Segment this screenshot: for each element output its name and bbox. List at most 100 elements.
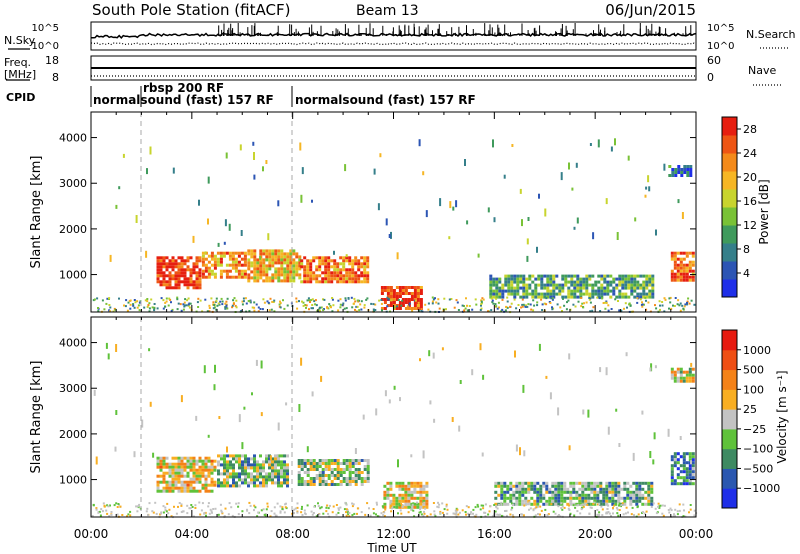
- vel-cell: [534, 507, 537, 510]
- vel-cell: [405, 504, 407, 507]
- power-cell: [682, 272, 686, 276]
- power-cell: [318, 262, 322, 266]
- power-cell: [395, 307, 399, 310]
- vel-cell: [262, 475, 265, 479]
- vel-cell: [330, 462, 334, 465]
- vel-cell: [494, 481, 498, 485]
- vel-cell: [345, 514, 348, 517]
- vel-cell: [321, 477, 325, 480]
- power-cell: [519, 188, 522, 194]
- power-cell: [501, 286, 505, 290]
- vel-cell: [518, 490, 522, 494]
- power-cell: [250, 255, 254, 259]
- power-cell: [528, 277, 532, 281]
- vel-cell: [605, 499, 609, 503]
- power-cell: [289, 270, 293, 274]
- vel-cell: [217, 481, 220, 485]
- vel-cell: [253, 484, 256, 488]
- vel-cell: [363, 468, 367, 471]
- vel-cell: [467, 506, 470, 509]
- vel-cell: [623, 502, 627, 506]
- power-cell: [213, 263, 217, 267]
- power-cell: [358, 309, 361, 312]
- vel-cell: [605, 502, 608, 505]
- vel-cell: [584, 493, 588, 497]
- power-cell: [634, 217, 637, 222]
- freq-panel: [90, 55, 697, 81]
- power-colorbar-frame: [721, 116, 738, 298]
- vel-cell: [676, 367, 680, 371]
- vel-cell: [522, 384, 525, 393]
- vel-cell: [610, 515, 612, 517]
- vel-cell: [210, 480, 214, 484]
- power-cell: [184, 304, 186, 307]
- power-cell: [574, 305, 577, 308]
- power-cell: [522, 274, 526, 278]
- vel-cell: [534, 514, 537, 517]
- power-cell: [404, 292, 408, 295]
- vel-cell: [458, 511, 461, 514]
- vel-cell: [688, 455, 692, 459]
- power-cell: [673, 278, 677, 282]
- power-cell: [504, 283, 508, 287]
- power-cell: [168, 274, 172, 278]
- power-cell: [541, 303, 544, 306]
- vel-cell: [647, 487, 651, 491]
- vel-cell: [297, 471, 301, 474]
- vel-cell: [279, 511, 282, 514]
- vel-cell: [331, 511, 334, 514]
- vel-cell: [180, 459, 184, 463]
- vel-cell: [395, 505, 399, 509]
- vel-cell: [496, 513, 499, 516]
- power-cell: [386, 295, 390, 298]
- power-cell: [268, 264, 272, 268]
- power-cell: [389, 295, 393, 298]
- velocity-colorbar-segment: [722, 488, 737, 509]
- vel-cell: [572, 481, 576, 485]
- power-cell: [330, 306, 332, 309]
- power-cell: [201, 257, 205, 261]
- vel-cell: [617, 487, 621, 491]
- vel-cell: [159, 465, 163, 469]
- power-cell: [686, 174, 690, 177]
- power-cell: [165, 256, 169, 260]
- power-cell: [186, 283, 190, 287]
- power-cell: [606, 292, 610, 296]
- vel-cell: [572, 487, 576, 491]
- vel-cell: [425, 499, 429, 503]
- power-cell: [618, 277, 622, 281]
- vel-cell: [226, 460, 229, 464]
- vel-cell: [688, 479, 692, 483]
- vel-cell: [357, 459, 361, 462]
- vel-cell: [207, 468, 211, 472]
- power-cell: [528, 283, 532, 287]
- power-cell: [480, 304, 482, 307]
- power-cell: [416, 295, 420, 298]
- vel-cell: [336, 462, 340, 465]
- power-cell: [522, 283, 526, 287]
- power-cell: [308, 308, 310, 311]
- vel-cell: [661, 512, 664, 515]
- vel-cell: [521, 499, 525, 503]
- power-cell: [180, 268, 184, 272]
- vel-cell: [620, 487, 624, 491]
- vel-cell: [559, 515, 562, 518]
- power-cell: [651, 274, 655, 278]
- power-cell: [685, 278, 689, 282]
- vel-cell: [626, 481, 630, 485]
- power-cell: [495, 292, 499, 296]
- power-cell: [330, 265, 334, 269]
- power-cell: [648, 292, 652, 296]
- vel-cell: [590, 487, 594, 491]
- vel-cell: [688, 452, 692, 456]
- power-cell: [156, 274, 160, 278]
- vel-cell: [315, 465, 319, 468]
- vel-cell: [300, 468, 304, 471]
- vel-cell: [265, 481, 268, 485]
- vel-cell: [569, 502, 573, 506]
- power-cell: [314, 303, 317, 306]
- vel-cell: [549, 392, 552, 400]
- power-cell: [398, 292, 402, 295]
- power-cell: [609, 289, 613, 293]
